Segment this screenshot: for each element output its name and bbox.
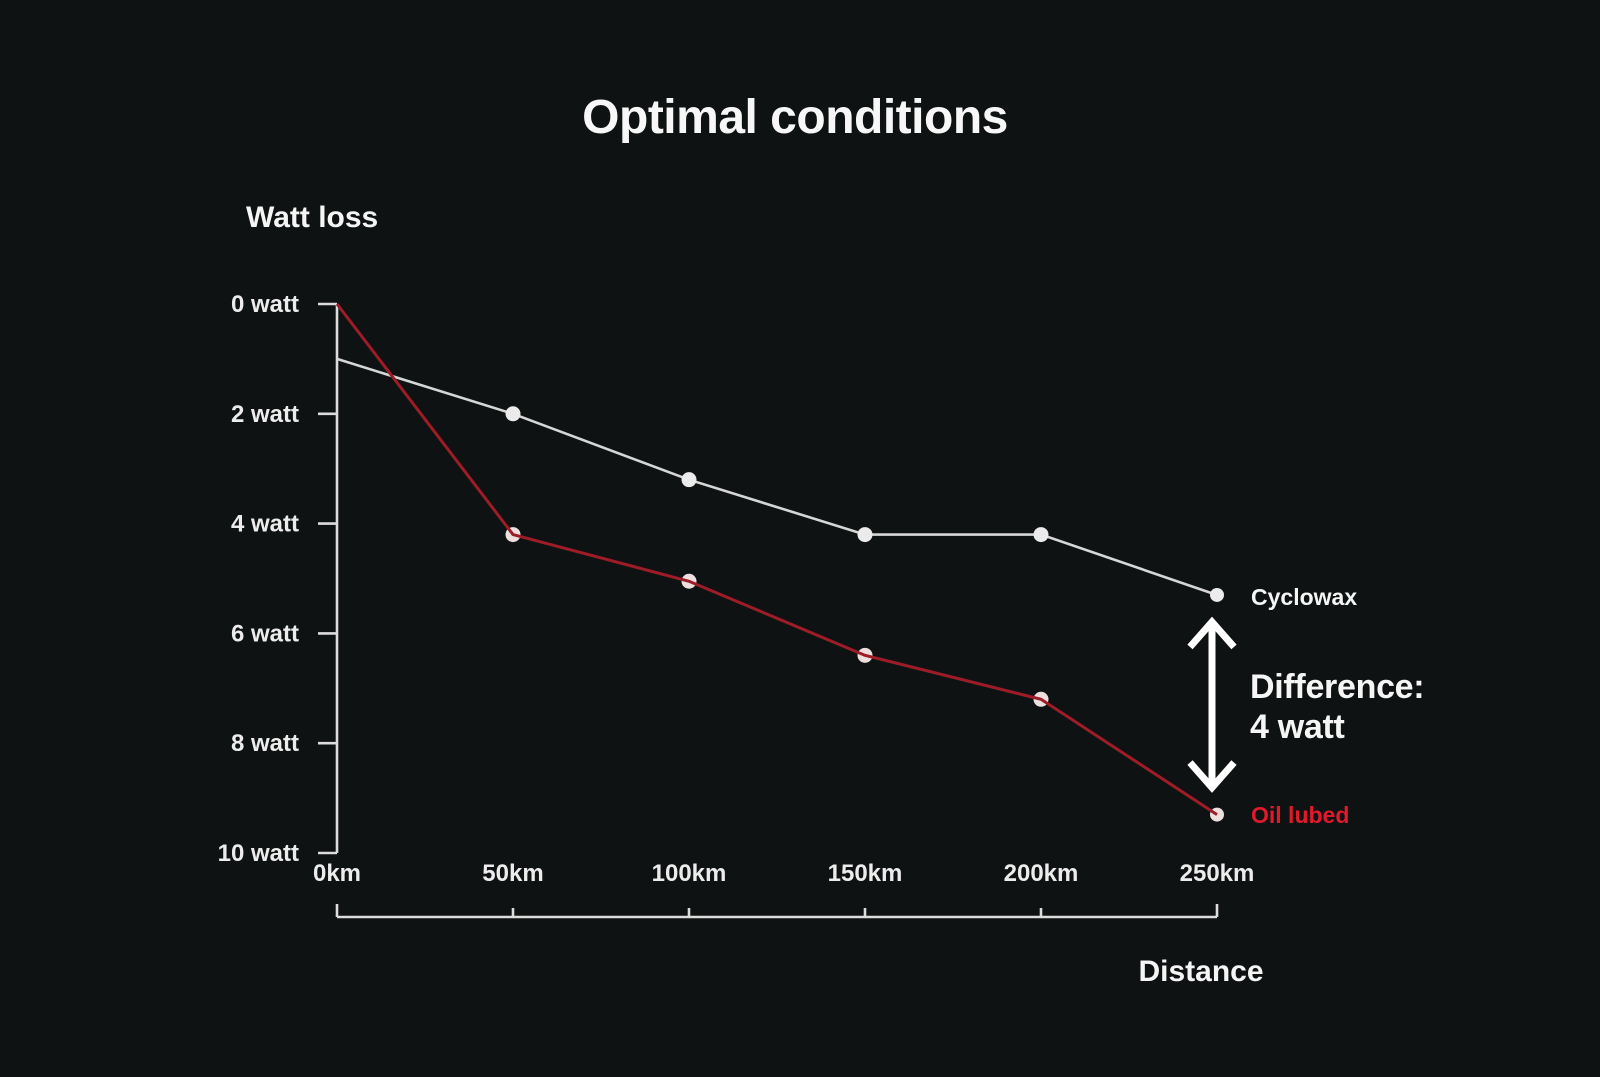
difference-annotation: Difference: 4 watt	[1250, 667, 1425, 747]
y-tick-label: 2 watt	[231, 401, 299, 428]
legend-label-oil-lubed: Oil lubed	[1251, 802, 1350, 828]
x-tick-label: 100km	[652, 860, 727, 887]
cyclowax-line	[336, 357, 1218, 597]
x-tick-label: 150km	[828, 860, 903, 887]
x-tick-label: 250km	[1180, 860, 1255, 887]
y-tick-label: 10 watt	[218, 840, 299, 867]
oil-lubed-line	[335, 303, 1218, 816]
y-tick-label: 8 watt	[231, 730, 299, 757]
cyclowax-data-point	[505, 406, 521, 422]
legend-label-cyclowax: Cyclowax	[1251, 584, 1358, 610]
y-tick-label: 6 watt	[231, 620, 299, 647]
difference-arrow-head-up	[1187, 616, 1237, 650]
x-tick-label: 0km	[313, 860, 361, 887]
cyclowax-data-point	[1033, 527, 1049, 543]
cyclowax-data-point	[857, 527, 873, 543]
cyclowax-data-point	[1210, 587, 1224, 602]
chart-title: Optimal conditions	[582, 91, 1008, 144]
x-axis-title: Distance	[1138, 955, 1264, 988]
y-tick-label: 0 watt	[231, 291, 299, 318]
x-tick-label: 200km	[1004, 860, 1079, 887]
y-axis-title: Watt loss	[246, 201, 379, 234]
y-tick-label: 4 watt	[231, 511, 299, 538]
difference-annotation-line1: Difference:	[1250, 668, 1425, 706]
difference-arrow-head-down	[1187, 760, 1237, 793]
x-tick-label: 50km	[482, 860, 543, 887]
difference-annotation-line2: 4 watt	[1250, 708, 1345, 746]
cyclowax-data-point	[681, 472, 697, 488]
